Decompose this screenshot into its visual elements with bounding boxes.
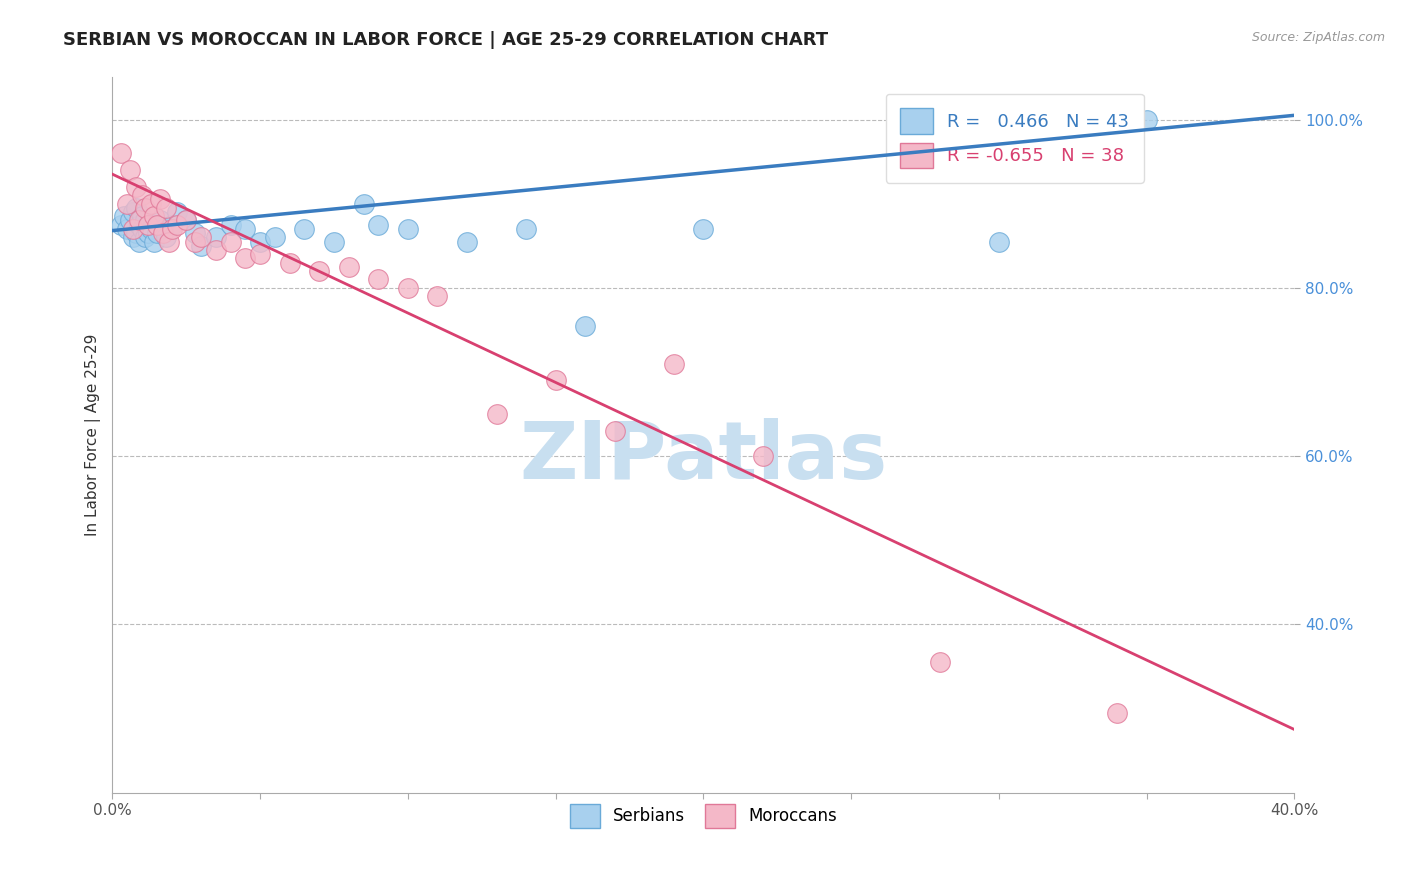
Point: [155, 230, 177, 244]
Point: [323, 235, 346, 249]
Point: [219, 218, 242, 232]
Point: [184, 235, 207, 249]
Point: [456, 235, 478, 249]
Point: [125, 226, 148, 240]
Point: [692, 222, 714, 236]
Point: [249, 235, 271, 249]
Point: [264, 230, 287, 244]
Point: [145, 218, 167, 232]
Point: [128, 235, 150, 249]
Point: [515, 222, 537, 236]
Point: [131, 188, 153, 202]
Point: [987, 235, 1010, 249]
Text: SERBIAN VS MOROCCAN IN LABOR FORCE | AGE 25-29 CORRELATION CHART: SERBIAN VS MOROCCAN IN LABOR FORCE | AGE…: [63, 31, 828, 49]
Point: [205, 243, 228, 257]
Point: [367, 272, 389, 286]
Point: [396, 281, 419, 295]
Point: [134, 201, 156, 215]
Point: [122, 230, 145, 244]
Y-axis label: In Labor Force | Age 25-29: In Labor Force | Age 25-29: [86, 334, 101, 536]
Point: [152, 222, 174, 236]
Point: [544, 373, 567, 387]
Point: [662, 357, 685, 371]
Point: [190, 230, 212, 244]
Point: [122, 205, 145, 219]
Point: [367, 218, 389, 232]
Point: [120, 213, 142, 227]
Point: [155, 201, 177, 215]
Point: [149, 193, 172, 207]
Point: [166, 218, 188, 232]
Point: [396, 222, 419, 236]
Point: [134, 213, 156, 227]
Legend: Serbians, Moroccans: Serbians, Moroccans: [562, 797, 844, 834]
Point: [110, 218, 132, 232]
Point: [142, 235, 165, 249]
Point: [294, 222, 316, 236]
Point: [131, 209, 153, 223]
Point: [145, 226, 167, 240]
Point: [751, 449, 773, 463]
Point: [136, 226, 159, 240]
Point: [142, 209, 165, 223]
Point: [184, 226, 207, 240]
Point: [152, 226, 174, 240]
Point: [1136, 112, 1159, 127]
Point: [125, 201, 148, 215]
Point: [1107, 706, 1129, 720]
Point: [149, 213, 172, 227]
Point: [139, 196, 162, 211]
Point: [174, 213, 197, 227]
Point: [160, 218, 183, 232]
Point: [157, 235, 180, 249]
Point: [131, 222, 153, 236]
Point: [122, 222, 145, 236]
Point: [115, 222, 138, 236]
Point: [136, 218, 159, 232]
Point: [485, 407, 508, 421]
Point: [120, 163, 142, 178]
Point: [603, 424, 626, 438]
Point: [235, 222, 257, 236]
Point: [205, 230, 228, 244]
Point: [337, 260, 360, 274]
Point: [112, 209, 135, 223]
Point: [249, 247, 271, 261]
Point: [574, 318, 596, 333]
Point: [134, 230, 156, 244]
Point: [136, 218, 159, 232]
Point: [353, 196, 375, 211]
Point: [160, 222, 183, 236]
Point: [110, 146, 132, 161]
Point: [125, 179, 148, 194]
Point: [278, 255, 301, 269]
Point: [235, 252, 257, 266]
Point: [139, 222, 162, 236]
Point: [426, 289, 449, 303]
Point: [174, 213, 197, 227]
Text: ZIPatlas: ZIPatlas: [519, 417, 887, 495]
Point: [128, 218, 150, 232]
Point: [190, 238, 212, 252]
Text: Source: ZipAtlas.com: Source: ZipAtlas.com: [1251, 31, 1385, 45]
Point: [308, 264, 330, 278]
Point: [115, 196, 138, 211]
Point: [219, 235, 242, 249]
Point: [928, 655, 950, 669]
Point: [166, 205, 188, 219]
Point: [128, 213, 150, 227]
